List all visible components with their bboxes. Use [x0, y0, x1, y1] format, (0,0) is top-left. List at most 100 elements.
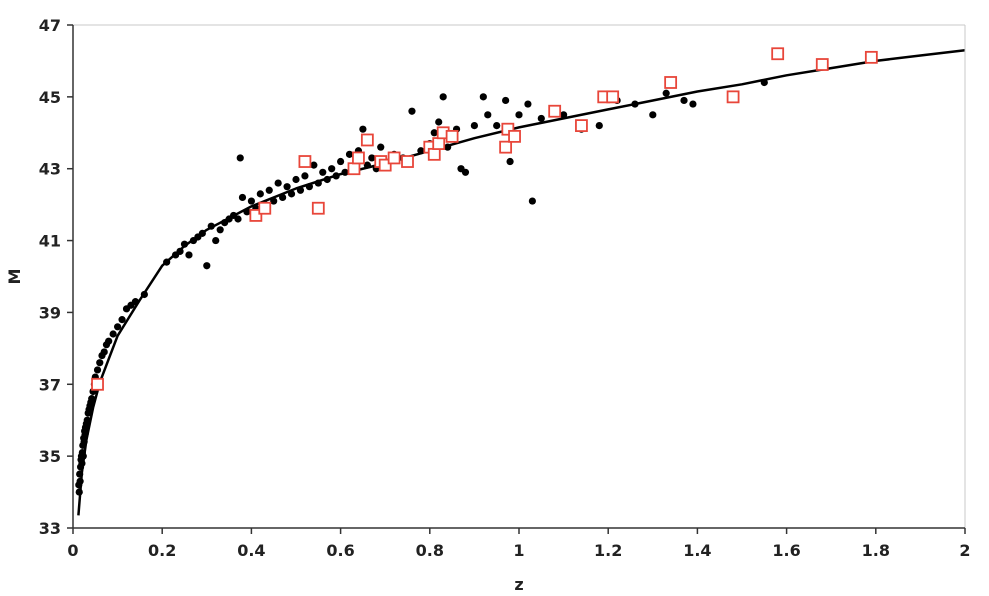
data-point-dot: [435, 118, 443, 126]
data-point-dot: [310, 161, 318, 169]
data-point-dot: [234, 215, 242, 223]
x-tick-label: 1.6: [772, 541, 800, 560]
x-tick-label: 1.4: [683, 541, 711, 560]
data-point-dot: [377, 143, 385, 151]
data-point-square: [664, 76, 678, 89]
data-point-dot: [203, 262, 211, 270]
x-tick-label: 1: [513, 541, 524, 560]
data-point-square: [575, 119, 588, 132]
data-point-square: [432, 137, 446, 150]
data-point-square: [401, 155, 414, 168]
data-point-dot: [93, 366, 102, 374]
data-point-dot: [88, 395, 96, 403]
data-point-dot: [689, 100, 697, 108]
x-tick-label: 1.8: [862, 541, 890, 560]
y-tick-label: 35: [39, 447, 61, 466]
data-point-dot: [243, 208, 251, 216]
data-point-square: [427, 147, 441, 161]
data-point-dot: [479, 93, 487, 101]
data-point-square: [298, 155, 312, 168]
data-point-dot: [439, 93, 447, 101]
data-point-square: [815, 58, 829, 71]
data-point-dot: [83, 416, 91, 424]
data-point-dot: [631, 100, 639, 108]
data-point-square: [606, 90, 620, 104]
data-point-dot: [256, 190, 264, 198]
x-tick-label: 0.2: [148, 541, 176, 560]
data-point-square: [249, 209, 263, 222]
data-point-dot: [96, 359, 104, 367]
data-point-square: [258, 201, 272, 215]
data-point-dot: [328, 165, 336, 173]
data-point-dot: [140, 290, 148, 299]
data-point-dot: [100, 348, 108, 356]
data-point-dot: [649, 111, 657, 119]
data-point-dot: [506, 157, 514, 166]
data-point-dot: [680, 96, 688, 105]
data-point-dot: [265, 186, 273, 194]
data-point-dot: [363, 161, 371, 169]
x-tick-label: 0.6: [326, 541, 354, 560]
data-point-dot: [301, 172, 309, 180]
data-point-dot: [247, 197, 255, 205]
data-point-dot: [176, 247, 184, 255]
axes: 0 0.2 0.4 0.6 0.8 1 1.2 1.4 1.6 1.8 2 33 35 37 39 41 43 4…: [39, 16, 971, 560]
data-point-dot: [105, 337, 113, 345]
x-tick-label: 0.4: [237, 541, 265, 560]
data-point-dot: [502, 96, 510, 105]
data-point-square: [378, 158, 392, 172]
y-tick-label: 41: [39, 232, 61, 251]
data-point-dot: [560, 111, 568, 119]
data-point-square: [864, 50, 878, 64]
data-point-dot: [484, 111, 492, 119]
data-point-dot: [337, 157, 345, 166]
data-point-dot: [80, 438, 88, 446]
data-point-dot: [109, 330, 117, 338]
data-point-dot: [75, 488, 83, 496]
y-tick-label: 43: [39, 160, 61, 179]
data-point-dot: [314, 179, 322, 187]
data-point-dot: [662, 89, 670, 97]
y-axis-title: M: [5, 269, 24, 285]
data-point-dot: [131, 298, 140, 306]
data-point-dot: [537, 114, 545, 123]
data-point-dot: [236, 154, 244, 162]
data-point-dot: [470, 122, 478, 130]
data-point-square: [352, 151, 365, 165]
data-point-dot: [76, 470, 84, 478]
data-point-dot: [359, 125, 367, 133]
data-point-square: [501, 122, 515, 136]
data-point-square: [726, 90, 740, 104]
data-point-dot: [212, 236, 220, 245]
data-point-dot: [287, 190, 296, 198]
data-point-square: [508, 129, 521, 143]
x-tick-label: 0.8: [416, 541, 444, 560]
data-point-square: [387, 151, 401, 165]
data-point-dot: [493, 122, 501, 130]
dots-series: [75, 78, 768, 496]
x-tick-label: 1.2: [594, 541, 622, 560]
fit-curve-layer: [77, 48, 966, 516]
data-point-dot: [524, 100, 532, 108]
data-point-dot: [118, 316, 126, 324]
data-point-dot: [332, 172, 340, 180]
data-point-dot: [274, 179, 282, 187]
data-point-dot: [207, 222, 215, 230]
data-point-dot: [408, 107, 416, 115]
data-point-dot: [238, 193, 247, 202]
data-point-dot: [216, 226, 224, 234]
data-point-dot: [114, 323, 122, 331]
data-point-dot: [430, 129, 438, 137]
data-point-dot: [292, 175, 300, 184]
data-point-dot: [279, 193, 287, 202]
data-point-square: [347, 162, 361, 176]
data-point-dot: [323, 175, 331, 184]
data-point-dot: [163, 258, 171, 266]
data-point-dot: [368, 154, 376, 162]
data-point-dot: [345, 150, 354, 158]
data-point-square: [360, 133, 374, 147]
data-point-dot: [79, 452, 87, 460]
data-point-dot: [305, 183, 313, 191]
data-point-dot: [198, 229, 206, 237]
